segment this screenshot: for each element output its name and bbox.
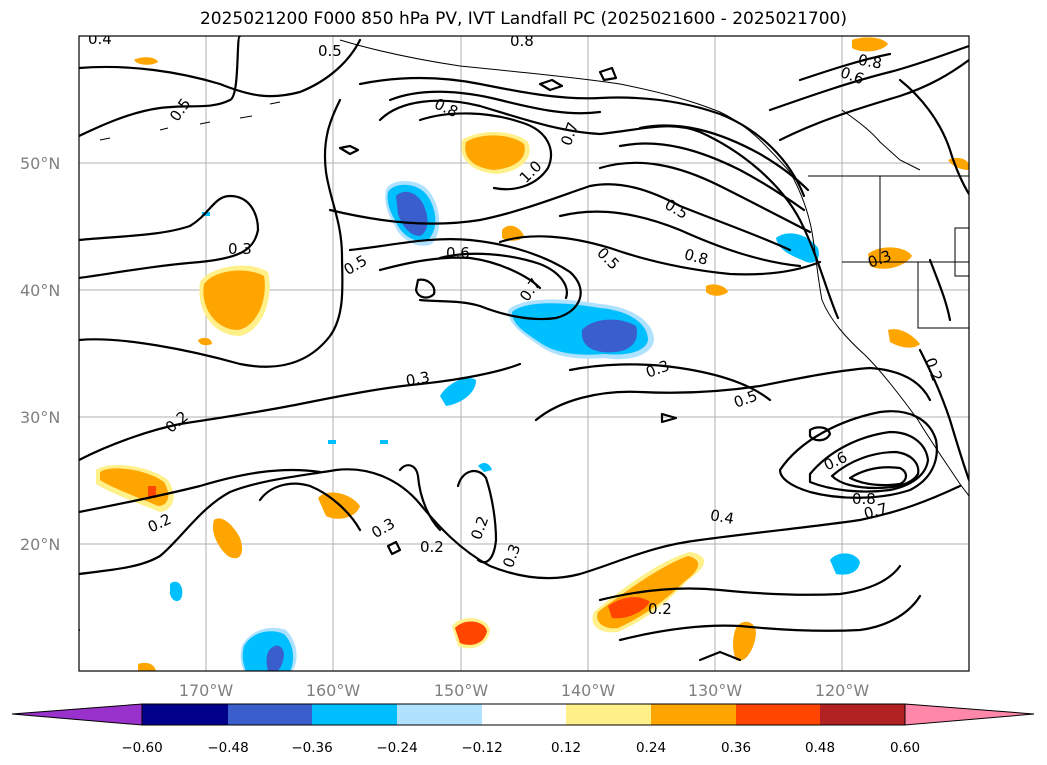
contour-label: 0.7: [557, 120, 582, 149]
map-title: 2025021200 F000 850 hPa PV, IVT Landfall…: [199, 9, 847, 29]
colorbar-swatch: [820, 704, 905, 725]
ivt-contours: [79, 36, 969, 662]
lat-label-30: 30°N: [20, 408, 60, 427]
lat-label-20: 20°N: [20, 535, 60, 554]
lon-label-140w: 140°W: [561, 681, 616, 700]
longitude-labels: 170°W 160°W 150°W 140°W 130°W 120°W: [179, 681, 870, 700]
contour-label: 0.8: [857, 51, 884, 73]
colorbar-swatch: [736, 704, 820, 725]
contour-label: 0.8: [682, 245, 710, 269]
contour-label: 0.4: [709, 506, 736, 528]
contour-label: 0.2: [921, 355, 946, 384]
map-frame: [78, 35, 970, 672]
contour-label: 0.8: [432, 95, 461, 121]
contour-label: 0.2: [162, 407, 192, 436]
colorbar-swatch: [312, 704, 397, 725]
colorbar-swatch: [482, 704, 566, 725]
colorbar-tick-label: 0.60: [890, 740, 920, 756]
colorbar-swatch: [397, 704, 482, 725]
colorbar-tick-label: 0.24: [636, 740, 666, 756]
colorbar-extend-right: [904, 703, 1035, 726]
contour-label: 0.5: [593, 244, 623, 274]
lat-label-50: 50°N: [20, 154, 60, 173]
contour-label: 0.3: [404, 368, 431, 390]
contour-label: 0.5: [341, 251, 371, 279]
lon-label-120w: 120°W: [815, 681, 870, 700]
lon-label-170w: 170°W: [179, 681, 234, 700]
contour-label: 0.2: [420, 538, 444, 556]
colorbar-ticks: −0.60 −0.48 −0.36 −0.24 −0.12 0.12 0.24 …: [121, 740, 920, 756]
contour-label: 0.6: [821, 448, 850, 474]
colorbar-swatch: [142, 704, 228, 725]
map-area: 0.4 0.5 0.5 0.3 0.2 0.2 0.8 0.6 0.8 0.8 …: [79, 30, 969, 671]
lon-label-150w: 150°W: [434, 681, 489, 700]
colorbar-swatch: [228, 704, 312, 725]
colorbar-extend-left: [11, 703, 143, 726]
contour-label: 0.5: [166, 95, 194, 125]
contour-label: 0.3: [228, 240, 252, 258]
lat-label-40: 40°N: [20, 281, 60, 300]
contour-label: 0.4: [88, 30, 112, 48]
colorbar-tick-label: 0.48: [805, 740, 835, 756]
contour-label: 0.7: [862, 499, 890, 523]
colorbar-tick-label: 0.36: [721, 740, 751, 756]
contour-label: 0.3: [643, 357, 672, 382]
colorbar-swatch: [651, 704, 736, 725]
colorbar-tick-label: −0.60: [121, 740, 162, 756]
colorbar-tick-label: −0.24: [376, 740, 417, 756]
contour-label: 0.3: [368, 514, 398, 542]
contour-label: 0.3: [499, 542, 524, 571]
contour-label: 0.6: [446, 244, 470, 262]
contour-label: 0.8: [852, 490, 876, 508]
colorbar-tick-label: 0.12: [551, 740, 581, 756]
colorbar-tick-label: −0.36: [291, 740, 332, 756]
pv-anomaly-fills: [96, 37, 969, 671]
colorbar-tick-label: −0.48: [207, 740, 248, 756]
contour-label: 0.2: [467, 514, 492, 543]
lon-label-160w: 160°W: [306, 681, 361, 700]
colorbar: −0.60 −0.48 −0.36 −0.24 −0.12 0.12 0.24 …: [11, 703, 1035, 756]
colorbar-swatch: [566, 704, 651, 725]
colorbar-tick-label: −0.12: [461, 740, 502, 756]
contour-label: 0.5: [318, 42, 342, 60]
contour-label: 0.2: [648, 600, 672, 618]
latitude-labels: 50°N 40°N 30°N 20°N: [20, 154, 60, 554]
lon-label-130w: 130°W: [688, 681, 743, 700]
contour-label: 0.8: [510, 32, 534, 50]
contour-label: 0.2: [145, 510, 174, 536]
